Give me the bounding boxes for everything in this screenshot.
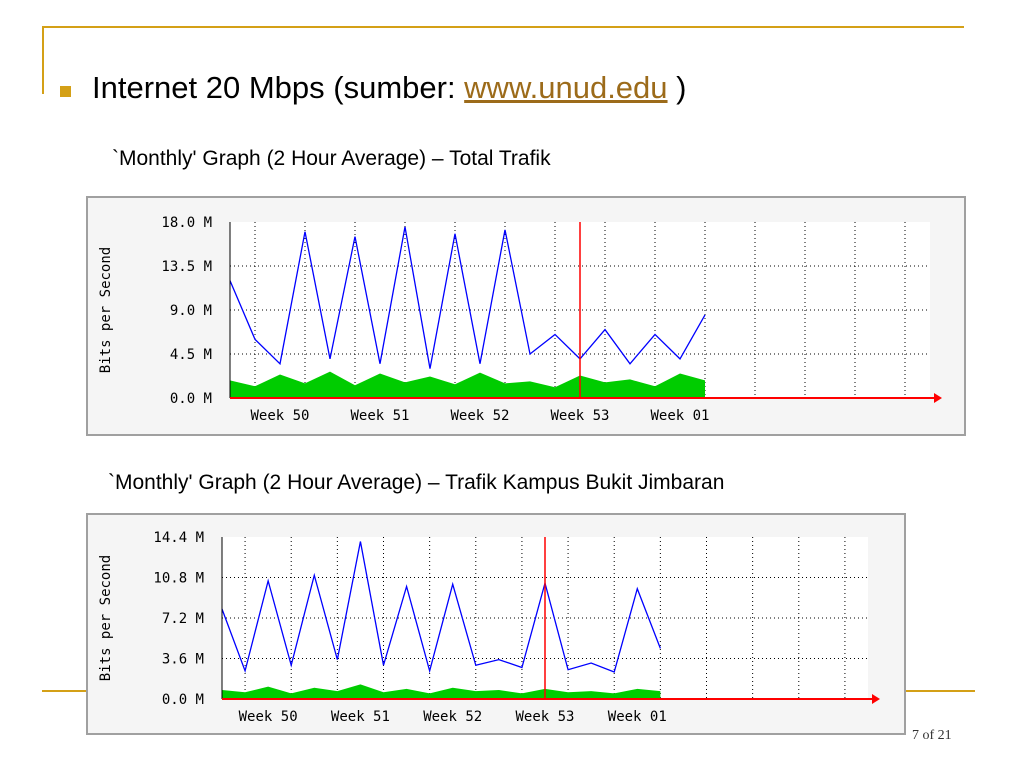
chart-2-title: `Monthly' Graph (2 Hour Average) – Trafi… [108,471,725,494]
chart-1-x-tick-label: Week 51 [350,408,409,424]
chart-1: Bits per Second 18.0 M 13.5 M 9.0 M 4.5 M 0.0… [98,215,942,424]
chart-1-y-tick-label: 4.5 M [170,347,212,363]
chart-1-series-incoming [230,371,705,398]
chart-2-x-tick-label: Week 01 [608,709,667,725]
chart-2: Bits per Second 14.4 M 10.8 M 7.2 M 3.6 M 0.0… [98,530,880,725]
chart-1-y-tick-label: 9.0 M [170,303,212,319]
chart-2-x-tick-label: Week 50 [239,709,298,725]
chart-2-series-incoming [222,684,661,699]
chart-1-series-outgoing [229,226,706,369]
chart-2-frame: Bits per Second 14.4 M 10.8 M 7.2 M 3.6 M 0.0… [86,513,906,735]
top-border-line [42,26,964,28]
chart-2-y-tick-label: 14.4 M [153,530,204,546]
heading-suffix: ) [667,70,687,105]
chart-2-y-tick-label: 7.2 M [162,611,204,627]
chart-2-y-axis-label: Bits per Second [98,555,114,681]
chart-1-x-tick-label: Week 50 [250,408,309,424]
bullet-icon [60,86,71,97]
chart-2-series-outgoing [221,541,661,674]
chart-2-x-tick-label: Week 53 [515,709,574,725]
slide-heading: Internet 20 Mbps (sumber: www.unud.edu ) [92,70,686,106]
chart-2-y-tick-label: 0.0 M [162,692,204,708]
chart-1-frame: Bits per Second 18.0 M 13.5 M 9.0 M 4.5 M 0.0… [86,196,966,436]
chart-2-x-tick-label: Week 51 [331,709,390,725]
chart-2-y-tick-label: 10.8 M [153,571,204,587]
chart-1-x-tick-label: Week 53 [550,408,609,424]
chart-1-x-tick-label: Week 01 [650,408,709,424]
heading-prefix: Internet 20 Mbps (sumber: [92,70,465,105]
chart-1-axis-arrow-icon [934,393,942,403]
page-number: 7 of 21 [912,728,952,743]
chart-1-x-tick-label: Week 52 [450,408,509,424]
chart-1-y-tick-label: 13.5 M [161,259,212,275]
bottom-border-line-left [42,690,88,692]
chart-1-y-tick-label: 0.0 M [170,391,212,407]
source-link[interactable]: www.unud.edu [464,70,668,105]
chart-2-axis-arrow-icon [872,694,880,704]
chart-1-title: `Monthly' Graph (2 Hour Average) – Total… [112,147,551,170]
chart-2-x-tick-label: Week 52 [423,709,482,725]
chart-2-y-tick-label: 3.6 M [162,652,204,668]
bottom-border-line-right [905,690,975,692]
chart-1-y-tick-label: 18.0 M [161,215,212,231]
left-border-line [42,26,44,94]
chart-1-y-axis-label: Bits per Second [98,247,114,373]
